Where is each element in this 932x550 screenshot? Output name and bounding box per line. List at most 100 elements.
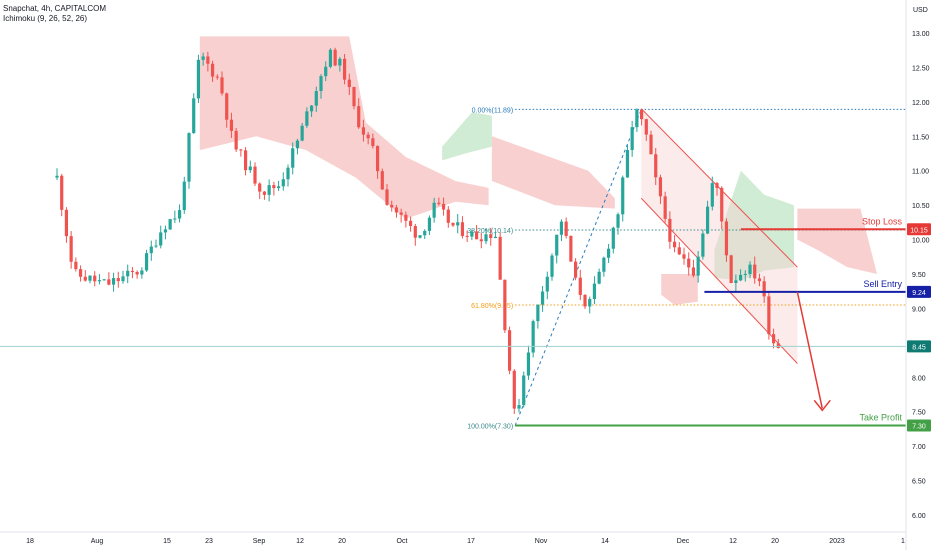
- candle-body: [437, 202, 441, 204]
- candle-body: [639, 109, 644, 120]
- candle-body: [654, 154, 658, 178]
- fib-level-label: 100.00%(7.30): [467, 424, 513, 431]
- candles: [55, 47, 780, 414]
- time-tick-label: 23: [205, 538, 213, 545]
- price-badge-label: 9.24: [912, 290, 926, 297]
- candle-body: [635, 109, 639, 128]
- fib-level-label: 38.20%(10.14): [467, 228, 513, 235]
- candle-body: [465, 235, 469, 237]
- time-tick-label: 2023: [829, 538, 845, 545]
- candle-body: [592, 283, 597, 299]
- candle-body: [512, 370, 516, 409]
- time-tick-label: 20: [771, 538, 779, 545]
- projection-arrow-head: [813, 399, 831, 412]
- candle-body: [691, 267, 696, 276]
- candle-body: [460, 222, 465, 236]
- candle-body: [385, 189, 389, 205]
- candle-body: [507, 330, 512, 371]
- price-badge: [907, 285, 931, 298]
- candle-body: [78, 269, 83, 277]
- candle-body: [159, 232, 163, 246]
- symbol-title[interactable]: Snapchat, 4h, CAPITALCOM: [3, 4, 107, 13]
- candle-body: [399, 212, 403, 215]
- candle-body: [366, 134, 370, 139]
- price-badge-label: 7.30: [912, 424, 926, 431]
- candle-body: [163, 229, 168, 233]
- candle-body: [559, 221, 564, 235]
- time-tick-label: Nov: [535, 538, 548, 545]
- candle-body: [93, 275, 97, 282]
- candle-body: [333, 49, 337, 66]
- candle-body: [69, 236, 73, 262]
- candle-body: [729, 255, 733, 283]
- candle-body: [767, 296, 771, 335]
- trade-levels: Stop Loss Sell Entry Take Profit: [0, 216, 906, 427]
- candle-body: [126, 270, 130, 277]
- time-tick-label: 1: [901, 538, 905, 545]
- chart-legend: Snapchat, 4h, CAPITALCOM Ichimoku (9, 26…: [3, 4, 106, 24]
- level-name: Sell Entry: [863, 279, 902, 289]
- candle-body: [187, 133, 191, 182]
- candle-body: [522, 375, 526, 406]
- price-tick-label: 11.50: [912, 134, 929, 141]
- candle-body: [503, 279, 507, 331]
- candle-body: [201, 56, 205, 60]
- candle-body: [97, 280, 102, 282]
- candle-body: [583, 294, 587, 307]
- time-tick-label: Oct: [397, 538, 408, 545]
- candle-body: [489, 234, 493, 239]
- projection-arrow-line: [796, 291, 823, 409]
- candle-body: [710, 183, 714, 207]
- cloud-bullish: [714, 170, 794, 281]
- candle-body: [361, 127, 366, 135]
- candle-body: [555, 234, 559, 256]
- cloud-bearish: [491, 136, 615, 209]
- candle-body: [352, 87, 356, 107]
- price-tick-label: 6.50: [912, 479, 926, 486]
- ichimoku-cloud: [199, 36, 877, 305]
- indicator-title[interactable]: Ichimoku (9, 26, 52, 26): [3, 14, 88, 23]
- candle-body: [738, 274, 743, 281]
- candle-body: [427, 217, 432, 231]
- candle-body: [705, 206, 710, 234]
- candle-body: [753, 264, 757, 279]
- candle-body: [606, 248, 611, 258]
- candle-body: [658, 177, 663, 197]
- price-tick-label: 11.00: [912, 169, 929, 176]
- candle-body: [182, 181, 186, 211]
- price-badge-label: 10.15: [910, 227, 928, 234]
- candle-body: [267, 185, 271, 195]
- candle-body: [672, 241, 677, 248]
- time-axis[interactable]: 18 Aug 15 23 Sep 12 20 Oct 17 Nov 14 Dec 12 20 2023 1: [0, 531, 906, 545]
- candle-body: [649, 134, 653, 155]
- candle-body: [239, 149, 243, 151]
- candle-body: [682, 254, 686, 259]
- currency-label: USD: [913, 7, 928, 14]
- candle-body: [154, 245, 158, 247]
- fib-level-label: 0.00%(11.89): [472, 107, 514, 114]
- candle-body: [121, 276, 125, 282]
- candle-body: [149, 246, 153, 254]
- candle-body: [64, 209, 69, 237]
- candle-body: [276, 186, 281, 189]
- candle-body: [262, 191, 267, 195]
- candle-body: [144, 253, 149, 271]
- candle-body: [432, 202, 436, 218]
- candle-body: [309, 105, 314, 112]
- price-tick-label: 7.00: [912, 444, 926, 451]
- candle-body: [107, 279, 111, 285]
- candle-body: [611, 227, 615, 249]
- price-tick-label: 12.00: [912, 100, 930, 107]
- candle-body: [55, 175, 59, 178]
- candle-body: [135, 271, 139, 275]
- candle-body: [173, 218, 177, 220]
- candle-body: [328, 49, 333, 67]
- candle-body: [573, 261, 578, 278]
- candle-body: [229, 119, 234, 131]
- price-axis[interactable]: USD 13.00 12.50 12.00 11.50 11.00 10.50 10.00 9.…: [905, 0, 931, 550]
- price-tick-label: 12.50: [912, 65, 930, 72]
- candle-body: [60, 175, 64, 210]
- price-tick-label: 9.00: [912, 306, 926, 313]
